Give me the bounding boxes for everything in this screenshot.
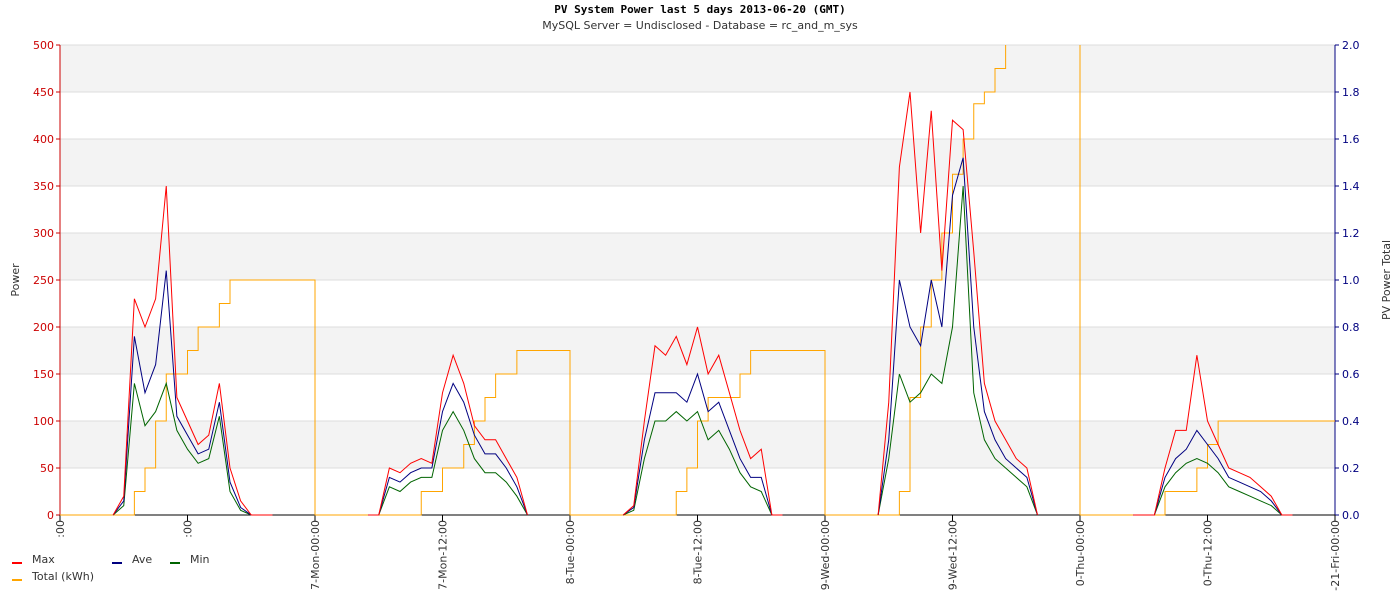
y2-tick-label: 0.0 — [1342, 509, 1360, 522]
y2-tick-label: 1.8 — [1342, 86, 1360, 99]
y-tick-label: 50 — [40, 462, 54, 475]
grid-band — [60, 327, 1335, 374]
x-tick-label: 9-Wed-12:00 — [947, 520, 960, 590]
y2-tick-label: 1.2 — [1342, 227, 1360, 240]
y2-tick-label: 0.8 — [1342, 321, 1360, 334]
y2-tick-label: 1.6 — [1342, 133, 1360, 146]
x-tick-label: :00 — [54, 520, 67, 538]
grid-band — [60, 233, 1335, 280]
x-tick-label: 7-Mon-00:00 — [309, 520, 322, 590]
y-tick-label: 350 — [33, 180, 54, 193]
series-line — [112, 91, 1293, 516]
y2-tick-label: 0.6 — [1342, 368, 1360, 381]
y-tick-label: 500 — [33, 39, 54, 52]
y-tick-label: 300 — [33, 227, 54, 240]
y-tick-label: 400 — [33, 133, 54, 146]
legend-label: Max — [32, 553, 55, 566]
x-tick-label: -21-Fri-00:00 — [1329, 520, 1342, 591]
y2-axis-label: PV Power Total — [1380, 240, 1393, 320]
x-tick-label: 9-Wed-00:00 — [819, 520, 832, 590]
chart-subtitle: MySQL Server = Undisclosed - Database = … — [542, 19, 858, 32]
series-line — [112, 185, 1293, 516]
plot-area — [60, 45, 1335, 516]
y-tick-label: 150 — [33, 368, 54, 381]
x-tick-label: 0-Thu-12:00 — [1202, 520, 1215, 586]
chart-title: PV System Power last 5 days 2013-06-20 (… — [554, 3, 845, 16]
y2-tick-label: 1.0 — [1342, 274, 1360, 287]
y2-tick-label: 1.4 — [1342, 180, 1360, 193]
grid-band — [60, 45, 1335, 92]
y2-tick-label: 2.0 — [1342, 39, 1360, 52]
legend-background — [0, 548, 230, 584]
legend-label: Ave — [132, 553, 152, 566]
y-tick-label: 100 — [33, 415, 54, 428]
y-tick-label: 0 — [47, 509, 54, 522]
x-tick-label: 0-Thu-00:00 — [1074, 520, 1087, 586]
grid-band — [60, 139, 1335, 186]
legend-label: Min — [190, 553, 210, 566]
x-tick-label: 8-Tue-12:00 — [692, 520, 705, 584]
y-tick-label: 250 — [33, 274, 54, 287]
y-tick-label: 450 — [33, 86, 54, 99]
y2-tick-label: 0.4 — [1342, 415, 1360, 428]
y-tick-label: 200 — [33, 321, 54, 334]
series-line — [112, 157, 1293, 516]
series-line — [60, 45, 1335, 516]
x-tick-label: 7-Mon-12:00 — [437, 520, 450, 590]
y-axis-label: Power — [9, 263, 22, 297]
legend-label: Total (kWh) — [31, 570, 94, 583]
x-tick-label: 8-Tue-00:00 — [564, 520, 577, 584]
y2-tick-label: 0.2 — [1342, 462, 1360, 475]
x-tick-label: :00 — [182, 520, 195, 538]
